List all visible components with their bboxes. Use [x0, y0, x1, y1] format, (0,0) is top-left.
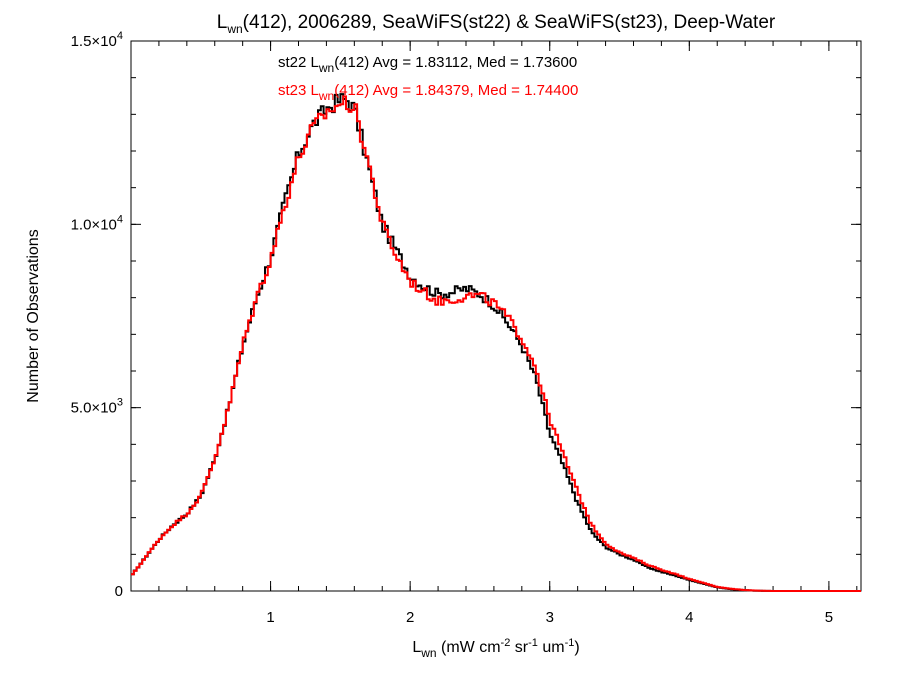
st23-stats-text: (412) Avg = 1.84379, Med = 1.74400	[334, 82, 578, 99]
axis-ticks: 1 2 3 4 5 0 5.0×103 1.0×104 1.5×104	[71, 30, 861, 626]
x-tick-label: 5	[825, 609, 833, 626]
st22-stats-prefix: st22 L	[278, 54, 319, 71]
st22-stats-subscript: wn	[318, 61, 334, 75]
chart-title-symbol: L	[217, 12, 228, 33]
y-tick-label: 1.0×104	[71, 213, 123, 233]
x-axis-label-unit-3: um	[538, 639, 565, 656]
y-tick-label: 1.5×104	[71, 30, 123, 50]
series-layer	[131, 93, 861, 592]
x-tick-label: 1	[266, 609, 274, 626]
x-tick-label: 4	[685, 609, 693, 626]
x-axis-label: Lwn (mW cm-2 sr-1 um-1)	[412, 637, 579, 660]
st22-stats-annotation: st22 Lwn(412) Avg = 1.83112, Med = 1.736…	[278, 54, 577, 75]
x-axis-label-sup-3: -1	[565, 637, 575, 649]
st23-stats-subscript: wn	[318, 89, 334, 103]
st23-stats-prefix: st23 L	[278, 82, 319, 99]
x-axis-label-subscript: wn	[420, 646, 436, 660]
plot-frame	[130, 40, 862, 592]
chart-title-subscript: wn	[226, 22, 242, 36]
x-tick-label: 2	[406, 609, 414, 626]
x-axis-label-symbol: L	[412, 639, 421, 656]
series-st22-histogram	[131, 93, 861, 592]
x-tick-label: 3	[546, 609, 554, 626]
x-axis-label-sup-1: -2	[501, 637, 511, 649]
y-tick-label: 5.0×103	[71, 397, 123, 417]
x-axis-label-sup-2: -1	[528, 637, 538, 649]
chart-title: Lwn(412), 2006289, SeaWiFS(st22) & SeaWi…	[217, 12, 776, 36]
x-axis-label-close: )	[574, 639, 579, 656]
x-axis-label-unit-2: sr	[510, 639, 528, 656]
series-st23-histogram	[131, 95, 861, 592]
y-axis-label: Number of Observations	[25, 229, 42, 402]
st23-stats-annotation: st23 Lwn(412) Avg = 1.84379, Med = 1.744…	[278, 82, 578, 103]
st22-stats-text: (412) Avg = 1.83112, Med = 1.73600	[334, 54, 577, 71]
y-tick-label: 0	[115, 583, 123, 600]
x-axis-label-unit-1: (mW cm	[437, 639, 501, 656]
chart-title-text: (412), 2006289, SeaWiFS(st22) & SeaWiFS(…	[243, 12, 776, 33]
